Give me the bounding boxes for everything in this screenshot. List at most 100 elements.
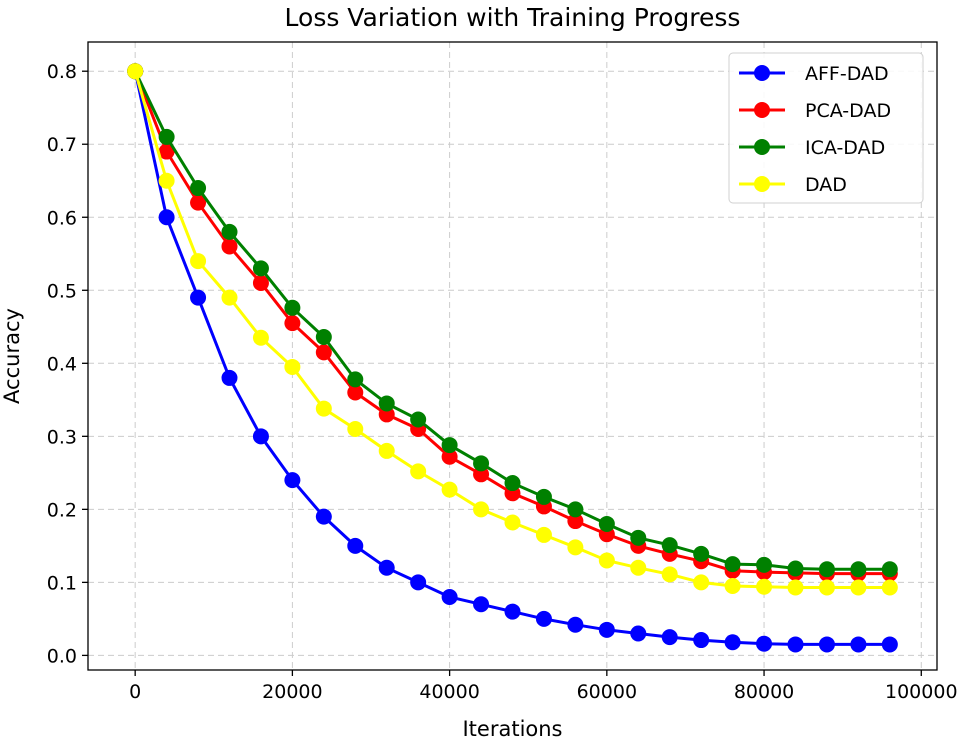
data-point-dad <box>315 400 332 417</box>
data-point-dad <box>630 559 647 576</box>
data-point-aff-dad <box>378 559 395 576</box>
y-tick-label: 0.7 <box>47 134 77 156</box>
legend-item-dad: DAD <box>739 174 847 196</box>
series-group <box>127 63 898 653</box>
data-point-aff-dad <box>724 634 741 651</box>
data-point-dad <box>473 501 490 518</box>
data-point-aff-dad <box>787 636 804 653</box>
chart-title: Loss Variation with Training Progress <box>285 3 741 32</box>
data-point-aff-dad <box>473 596 490 613</box>
x-tick-label: 20000 <box>262 681 322 703</box>
data-point-pca-dad <box>284 315 301 332</box>
data-point-aff-dad <box>441 588 458 605</box>
data-point-aff-dad <box>567 616 584 633</box>
data-point-ica-dad <box>473 455 490 472</box>
legend-box <box>728 52 924 204</box>
data-point-pca-dad <box>315 344 332 361</box>
y-tick-label: 0.4 <box>47 353 77 375</box>
data-point-pca-dad <box>441 448 458 465</box>
data-point-ica-dad <box>756 556 773 573</box>
data-point-dad <box>787 579 804 596</box>
data-point-dad <box>221 289 238 306</box>
data-point-dad <box>347 421 364 438</box>
data-point-ica-dad <box>881 561 898 578</box>
data-point-ica-dad <box>850 561 867 578</box>
y-tick-label: 0.3 <box>47 426 77 448</box>
y-tick-label: 0.5 <box>47 280 77 302</box>
data-point-aff-dad <box>190 289 207 306</box>
data-point-pca-dad <box>190 194 207 211</box>
data-point-dad <box>693 574 710 591</box>
data-point-pca-dad <box>347 384 364 401</box>
data-point-aff-dad <box>850 636 867 653</box>
data-point-dad <box>158 172 175 189</box>
x-tick-label: 100000 <box>885 681 958 703</box>
data-point-dad <box>756 578 773 595</box>
legend-swatch-marker <box>754 139 770 155</box>
data-point-aff-dad <box>630 625 647 642</box>
data-point-dad <box>850 579 867 596</box>
x-tick-label: 80000 <box>734 681 794 703</box>
data-point-ica-dad <box>252 260 269 277</box>
y-tick-label: 0.2 <box>47 499 77 521</box>
data-point-dad <box>598 552 615 569</box>
data-point-pca-dad <box>221 238 238 255</box>
legend: AFF-DAD PCA-DAD ICA-DAD DAD <box>728 52 924 204</box>
data-point-ica-dad <box>284 299 301 316</box>
y-tick-label: 0.1 <box>47 572 77 594</box>
data-point-dad <box>190 253 207 270</box>
data-point-aff-dad <box>315 508 332 525</box>
data-point-aff-dad <box>818 636 835 653</box>
data-point-ica-dad <box>441 437 458 454</box>
data-point-dad <box>410 463 427 480</box>
legend-label: PCA-DAD <box>805 100 891 122</box>
data-point-dad <box>881 579 898 596</box>
data-point-ica-dad <box>724 556 741 573</box>
y-axis-label: Accuracy <box>0 308 24 404</box>
legend-swatch-marker <box>754 176 770 192</box>
data-point-ica-dad <box>535 488 552 505</box>
data-point-ica-dad <box>410 411 427 428</box>
data-point-aff-dad <box>756 635 773 652</box>
data-point-dad <box>378 442 395 459</box>
data-point-ica-dad <box>818 561 835 578</box>
legend-item-ica-dad: ICA-DAD <box>739 137 885 159</box>
data-point-aff-dad <box>284 472 301 489</box>
data-point-ica-dad <box>598 515 615 532</box>
data-point-aff-dad <box>504 603 521 620</box>
data-point-aff-dad <box>221 369 238 386</box>
legend-item-pca-dad: PCA-DAD <box>739 100 891 122</box>
y-tick-label: 0.0 <box>47 645 77 667</box>
data-point-ica-dad <box>504 475 521 492</box>
data-point-dad <box>724 578 741 595</box>
data-point-ica-dad <box>630 529 647 546</box>
y-tick-label: 0.8 <box>47 61 77 83</box>
data-point-aff-dad <box>881 636 898 653</box>
data-point-ica-dad <box>661 537 678 554</box>
data-point-ica-dad <box>787 560 804 577</box>
data-point-ica-dad <box>347 371 364 388</box>
data-point-aff-dad <box>158 209 175 226</box>
data-point-aff-dad <box>661 629 678 646</box>
data-point-dad <box>252 329 269 346</box>
data-point-aff-dad <box>347 537 364 554</box>
data-point-dad <box>535 526 552 543</box>
plot-frame <box>87 41 938 671</box>
data-point-aff-dad <box>410 574 427 591</box>
data-point-ica-dad <box>221 223 238 240</box>
data-point-dad <box>504 514 521 531</box>
data-point-ica-dad <box>315 329 332 346</box>
data-point-ica-dad <box>190 180 207 197</box>
x-tick-label: 60000 <box>577 681 637 703</box>
data-point-ica-dad <box>378 395 395 412</box>
data-point-aff-dad <box>252 428 269 445</box>
data-point-pca-dad <box>567 513 584 530</box>
data-point-ica-dad <box>693 545 710 562</box>
data-point-ica-dad <box>567 501 584 518</box>
legend-swatch-marker <box>754 65 770 81</box>
data-point-pca-dad <box>252 274 269 291</box>
data-point-ica-dad <box>158 128 175 145</box>
legend-label: AFF-DAD <box>805 63 889 85</box>
